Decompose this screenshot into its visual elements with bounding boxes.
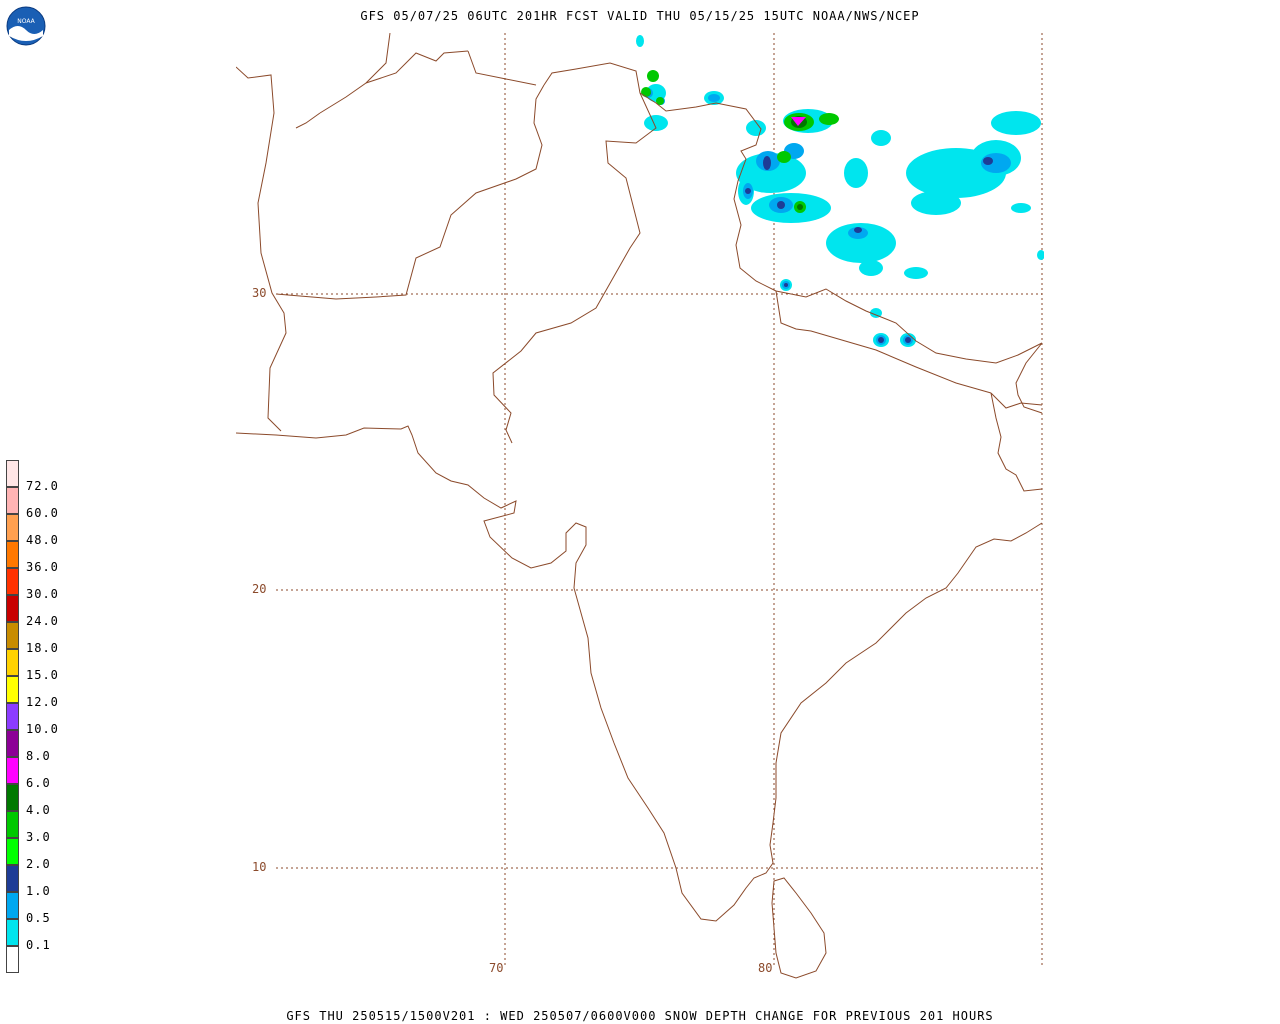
map-footer: GFS THU 250515/1500V201 : WED 250507/060… — [286, 1009, 994, 1023]
legend-swatch — [6, 757, 19, 784]
legend-swatch — [6, 865, 19, 892]
lon-label-80: 80 — [758, 961, 773, 975]
legend-label: 3.0 — [26, 830, 51, 844]
legend-label: 6.0 — [26, 776, 51, 790]
legend-swatch — [6, 460, 19, 487]
legend-swatch — [6, 595, 19, 622]
legend-label: 0.1 — [26, 938, 51, 952]
snow-depth-map — [236, 33, 1044, 979]
legend-swatch — [6, 514, 19, 541]
lon-label-70: 70 — [489, 961, 504, 975]
lat-label-30: 30 — [252, 286, 267, 300]
legend-label: 0.5 — [26, 911, 51, 925]
legend-label: 2.0 — [26, 857, 51, 871]
legend-label: 72.0 — [26, 479, 59, 493]
legend-label: 1.0 — [26, 884, 51, 898]
country-borders — [236, 33, 1043, 979]
legend-label: 24.0 — [26, 614, 59, 628]
legend-swatch — [6, 892, 19, 919]
legend-label: 36.0 — [26, 560, 59, 574]
lat-label-20: 20 — [252, 582, 267, 596]
legend-label: 30.0 — [26, 587, 59, 601]
legend-label: 8.0 — [26, 749, 51, 763]
lat-label-10: 10 — [252, 860, 267, 874]
logo-text: NOAA — [17, 18, 35, 25]
legend-swatch — [6, 649, 19, 676]
legend-label: 10.0 — [26, 722, 59, 736]
legend-label: 15.0 — [26, 668, 59, 682]
legend-label: 18.0 — [26, 641, 59, 655]
legend-swatch — [6, 946, 19, 973]
snow-shading — [636, 35, 1044, 347]
legend-swatch — [6, 919, 19, 946]
map-title: GFS 05/07/25 06UTC 201HR FCST VALID THU … — [360, 9, 920, 23]
legend-swatch — [6, 703, 19, 730]
legend-label: 4.0 — [26, 803, 51, 817]
legend-swatch — [6, 568, 19, 595]
legend-label: 48.0 — [26, 533, 59, 547]
legend-swatch — [6, 541, 19, 568]
legend-swatch — [6, 676, 19, 703]
legend-swatch — [6, 838, 19, 865]
legend-label: 12.0 — [26, 695, 59, 709]
legend-swatch — [6, 622, 19, 649]
legend-label: 60.0 — [26, 506, 59, 520]
legend-swatch — [6, 784, 19, 811]
noaa-logo: NOAA — [6, 6, 46, 46]
legend-swatch — [6, 811, 19, 838]
legend-swatch — [6, 730, 19, 757]
legend-swatch — [6, 487, 19, 514]
